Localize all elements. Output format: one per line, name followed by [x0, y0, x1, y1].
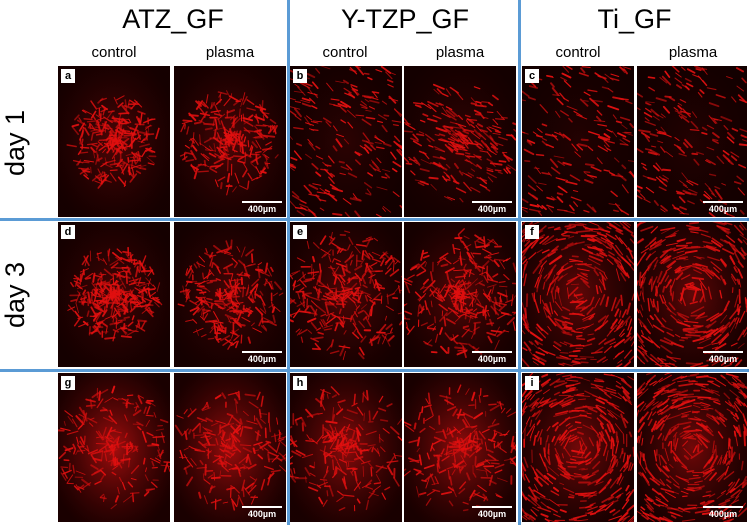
panel-letter: c	[525, 69, 539, 83]
micrograph-panel: i	[522, 373, 634, 522]
divider-horizontal-2	[0, 369, 749, 372]
scale-bar: 400µm	[472, 506, 512, 519]
scale-bar-label: 400µm	[247, 354, 277, 364]
panel-letter: a	[61, 69, 75, 83]
condition-label-plasma: plasma	[668, 44, 718, 61]
divider-vertical-2	[518, 0, 521, 525]
micrograph-panel: 400µm	[174, 66, 286, 217]
micrograph-image	[174, 66, 286, 217]
row-label-day3: day 3	[0, 261, 30, 329]
scale-bar-line	[472, 201, 512, 203]
micrograph-panel: c	[522, 66, 634, 217]
micrograph-image	[290, 66, 402, 217]
panel-letter: b	[293, 69, 307, 83]
micrograph-image	[404, 66, 516, 217]
scale-bar-line	[703, 201, 743, 203]
group-title-ti: Ti_GF	[597, 4, 672, 34]
scale-bar: 400µm	[242, 351, 282, 364]
micrograph-panel: h	[290, 373, 402, 522]
divider-vertical-1	[287, 0, 290, 525]
scale-bar-line	[703, 506, 743, 508]
scale-bar-label: 400µm	[477, 204, 507, 214]
condition-label-plasma: plasma	[205, 44, 255, 61]
scale-bar: 400µm	[472, 201, 512, 214]
micrograph-panel: 400µm	[637, 66, 747, 217]
scale-bar: 400µm	[703, 201, 743, 214]
scale-bar-line	[472, 351, 512, 353]
micrograph-panel: g	[58, 373, 170, 522]
micrograph-image	[290, 373, 402, 522]
micrograph-panel: 400µm	[404, 222, 516, 367]
scale-bar: 400µm	[242, 201, 282, 214]
condition-label-control: control	[91, 44, 137, 61]
micrograph-image	[174, 373, 286, 522]
micrograph-image	[58, 373, 170, 522]
scale-bar-label: 400µm	[477, 509, 507, 519]
scale-bar: 400µm	[472, 351, 512, 364]
condition-label-control: control	[555, 44, 601, 61]
micrograph-image	[290, 222, 402, 367]
panel-letter: g	[61, 376, 75, 390]
micrograph-panel: 400µm	[637, 222, 747, 367]
panel-letter: f	[525, 225, 539, 239]
condition-label-control: control	[322, 44, 368, 61]
micrograph-image	[637, 373, 747, 522]
micrograph-image	[522, 373, 634, 522]
scale-bar-label: 400µm	[247, 204, 277, 214]
micrograph-image	[637, 222, 747, 367]
scale-bar-line	[242, 506, 282, 508]
micrograph-panel: 400µm	[404, 373, 516, 522]
micrograph-panel: 400µm	[404, 66, 516, 217]
micrograph-panel: 400µm	[174, 373, 286, 522]
micrograph-panel: f	[522, 222, 634, 367]
group-title-ytzp: Y-TZP_GF	[340, 4, 470, 34]
micrograph-panel: b	[290, 66, 402, 217]
micrograph-image	[174, 222, 286, 367]
micrograph-image	[637, 66, 747, 217]
micrograph-image	[404, 222, 516, 367]
micrograph-panel: 400µm	[174, 222, 286, 367]
micrograph-image	[522, 66, 634, 217]
micrograph-panel: d	[58, 222, 170, 367]
row-label-day1: day 1	[0, 109, 30, 177]
scale-bar: 400µm	[703, 351, 743, 364]
scale-bar-label: 400µm	[708, 204, 738, 214]
micrograph-image	[58, 222, 170, 367]
condition-label-plasma: plasma	[435, 44, 485, 61]
scale-bar-line	[703, 351, 743, 353]
micrograph-image	[58, 66, 170, 217]
scale-bar-label: 400µm	[477, 354, 507, 364]
panel-letter: e	[293, 225, 307, 239]
scale-bar-label: 400µm	[708, 509, 738, 519]
scale-bar-label: 400µm	[247, 509, 277, 519]
divider-horizontal-1	[0, 218, 749, 221]
panel-letter: d	[61, 225, 75, 239]
scale-bar-line	[242, 351, 282, 353]
micrograph-image	[404, 373, 516, 522]
panel-letter: i	[525, 376, 539, 390]
panel-letter: h	[293, 376, 307, 390]
scale-bar-line	[472, 506, 512, 508]
micrograph-image	[522, 222, 634, 367]
scale-bar: 400µm	[242, 506, 282, 519]
scale-bar: 400µm	[703, 506, 743, 519]
scale-bar-label: 400µm	[708, 354, 738, 364]
micrograph-panel: e	[290, 222, 402, 367]
micrograph-panel: 400µm	[637, 373, 747, 522]
micrograph-panel: a	[58, 66, 170, 217]
scale-bar-line	[242, 201, 282, 203]
group-title-atz: ATZ_GF	[122, 4, 224, 34]
